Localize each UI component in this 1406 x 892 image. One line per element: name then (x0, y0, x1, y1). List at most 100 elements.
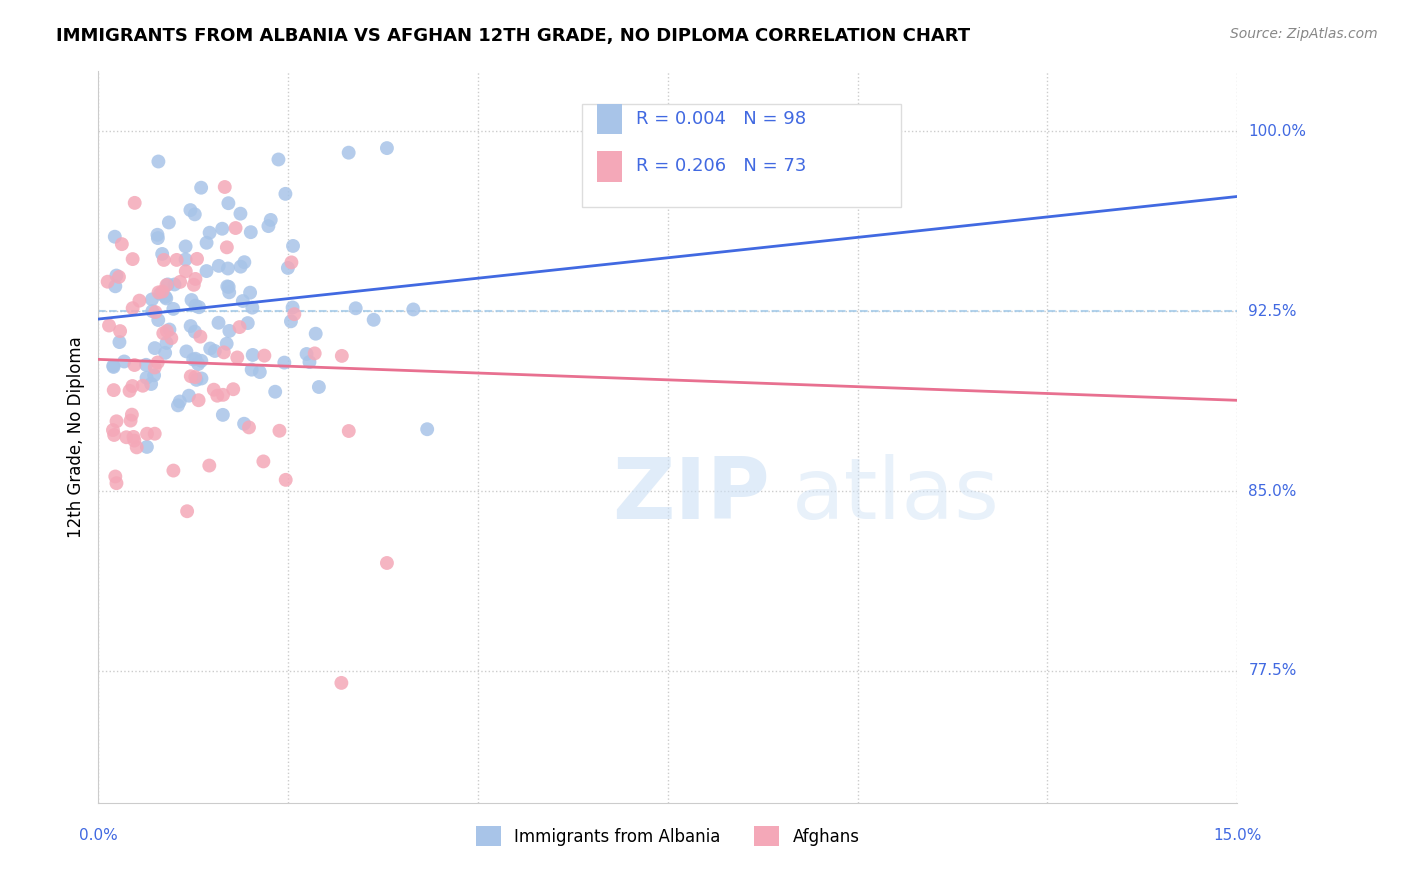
Point (218, 280, 240, 294)
Point (97, 275, 120, 289)
Point (163, 277, 186, 292)
Point (181, 352, 204, 367)
Point (150, 247, 173, 261)
Point (228, 320, 250, 334)
Point (233, 417, 256, 431)
Point (195, 264, 218, 278)
Point (135, 358, 157, 372)
Point (108, 269, 131, 284)
Point (153, 346, 176, 360)
Text: Source: ZipAtlas.com: Source: ZipAtlas.com (1230, 27, 1378, 41)
Text: 77.5%: 77.5% (1249, 664, 1296, 679)
Point (125, 441, 148, 455)
Point (337, 145, 360, 160)
Point (375, 141, 398, 155)
Point (121, 379, 143, 393)
Point (153, 252, 176, 267)
Point (264, 384, 287, 399)
Legend: Immigrants from Albania, Afghans: Immigrants from Albania, Afghans (470, 820, 866, 853)
Point (252, 454, 274, 468)
Point (155, 278, 177, 293)
Point (132, 378, 155, 392)
Point (274, 473, 297, 487)
Point (217, 279, 239, 293)
Text: 85.0%: 85.0% (1249, 483, 1296, 499)
Point (295, 347, 318, 361)
Point (280, 255, 302, 269)
Point (240, 362, 263, 376)
Point (156, 277, 179, 292)
Point (257, 219, 280, 233)
Point (139, 376, 162, 391)
Point (190, 329, 212, 343)
Text: IMMIGRANTS FROM ALBANIA VS AFGHAN 12TH GRADE, NO DIPLOMA CORRELATION CHART: IMMIGRANTS FROM ALBANIA VS AFGHAN 12TH G… (56, 27, 970, 45)
Point (337, 424, 360, 438)
Point (103, 383, 125, 397)
Point (98, 318, 121, 333)
Point (195, 235, 218, 250)
Point (298, 355, 321, 369)
Point (167, 398, 190, 412)
Point (229, 260, 252, 274)
Point (202, 383, 225, 397)
Point (121, 252, 143, 266)
Point (115, 430, 138, 444)
Point (156, 324, 179, 338)
Point (581, 184, 603, 198)
Point (277, 260, 299, 275)
Point (233, 255, 256, 269)
Point (103, 359, 125, 373)
Point (273, 356, 295, 370)
Point (112, 354, 135, 368)
Point (149, 286, 172, 301)
Point (135, 370, 157, 384)
Point (238, 420, 260, 434)
Point (152, 326, 174, 341)
Point (242, 348, 264, 362)
Point (308, 380, 330, 394)
Point (169, 275, 191, 289)
Point (218, 324, 240, 338)
Point (226, 351, 249, 365)
Point (207, 389, 229, 403)
Point (148, 313, 170, 327)
Point (222, 382, 245, 396)
Point (146, 355, 169, 369)
Point (212, 345, 235, 359)
Point (146, 231, 169, 245)
Point (363, 313, 385, 327)
Point (283, 307, 305, 321)
Point (174, 239, 197, 253)
Point (104, 229, 127, 244)
Point (190, 354, 212, 368)
Point (187, 393, 209, 408)
Point (184, 299, 207, 313)
Point (184, 370, 207, 384)
Point (218, 285, 240, 300)
Point (105, 476, 128, 491)
Point (121, 301, 143, 315)
Point (176, 504, 198, 518)
Point (375, 556, 398, 570)
Point (217, 261, 239, 276)
Point (184, 207, 207, 221)
Point (260, 213, 283, 227)
Point (253, 349, 276, 363)
Point (162, 301, 184, 316)
Point (169, 394, 191, 409)
Point (190, 371, 212, 385)
Point (204, 343, 226, 358)
Point (198, 458, 221, 473)
Point (198, 342, 221, 356)
Point (179, 203, 201, 218)
Point (217, 196, 239, 211)
Point (174, 264, 197, 278)
Point (186, 373, 208, 387)
Point (155, 292, 177, 306)
Point (281, 301, 304, 315)
Point (240, 301, 263, 315)
Point (180, 293, 202, 307)
Point (143, 360, 166, 375)
Point (103, 428, 125, 442)
Point (124, 195, 146, 210)
